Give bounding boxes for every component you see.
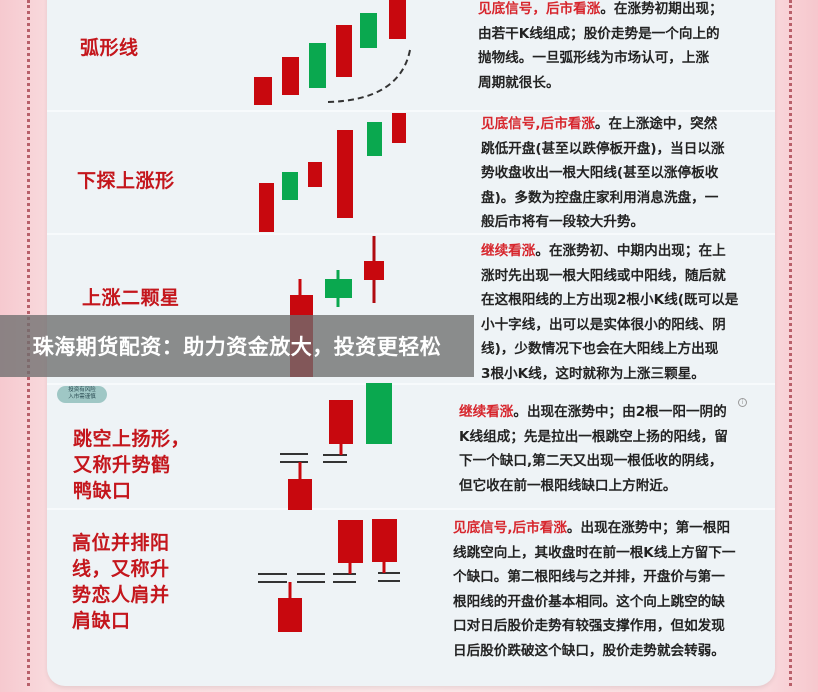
title-line: 高位并排阳 — [72, 532, 170, 554]
pattern-row-arc — [47, 0, 775, 112]
desc-text: 。出现在涨势中；由2根一阳一阴的 — [513, 404, 727, 420]
desc-line: 日后股价跌破这个缺口，股价走势就会转弱。 — [453, 642, 725, 659]
desc-line: 个缺口。第二根阳线与之并排，开盘价与第一 — [453, 569, 725, 585]
desc-line: 继续看涨。出现在涨势中；由2根一阳一阴的 — [459, 400, 728, 425]
info-icon: i — [738, 398, 747, 407]
pattern-title: 上涨二颗星 — [82, 285, 180, 311]
green-candle — [325, 279, 352, 298]
arc-dashed-curve — [327, 49, 411, 103]
desc-line: K线组成；先是拉出一根跳空上扬的阳线，留 — [459, 428, 728, 445]
title-line: 弧形线 — [80, 37, 139, 59]
desc-line: 由若干K线组成；股价走势是一个向上的 — [478, 25, 720, 42]
title-line: 肩缺口 — [72, 610, 131, 632]
desc-line: 小十字线，出可以是实体很小的阳线、阴 — [481, 316, 726, 333]
desc-line: 势收盘收出一根大阳线(甚至以涨停板收 — [481, 165, 719, 181]
green-candle — [309, 43, 326, 88]
desc-line: 涨时先出现一根大阳线或中阳线，随后就 — [481, 267, 726, 284]
arc-pattern-candles — [254, 0, 406, 105]
red-candle — [254, 77, 272, 105]
desc-line: 见底信号，后市看涨。在涨势初期出现； — [478, 0, 723, 22]
desc-line: 根阳线的开盘价基本相同。这个向上跳空的缺 — [453, 593, 725, 610]
desc-line: 周期就很长。 — [478, 74, 560, 91]
pattern-description: 见底信号，后市看涨。在涨势初期出现； 由若干K线组成；股价走势是一个向上的 抛物… — [478, 0, 723, 95]
gap-up-candles — [280, 383, 392, 510]
title-line: 又称升势鹤 — [73, 454, 171, 476]
title-line: 上涨二颗星 — [82, 287, 180, 309]
pattern-description: 见底信号,后市看涨。出现在涨势中；第一根阳 线跳空向上，其收盘时在前一根K线上方… — [453, 516, 735, 663]
red-candle — [392, 113, 406, 143]
desc-line: 但它收在前一根阳线缺口上方附近。 — [459, 477, 677, 494]
risk-warning-badge: 投资有风险 入市需谨慎 — [57, 386, 107, 403]
red-candle — [364, 261, 384, 280]
signal-highlight: 继续看涨 — [481, 243, 536, 259]
pattern-title: 跳空上扬形， 又称升势鹤 鸭缺口 — [73, 426, 190, 504]
pattern-row-two-stars — [47, 235, 775, 385]
right-dotted-border — [789, 0, 792, 686]
desc-line: 见底信号,后市看涨。在上涨途中，突然 — [481, 112, 725, 137]
title-line: 跳空上扬形， — [73, 428, 191, 450]
green-candle — [366, 383, 392, 444]
pattern-title: 下探上涨形 — [77, 168, 175, 194]
green-candle — [360, 13, 377, 48]
desc-line: 般后市将有一段较大升势。 — [481, 214, 645, 230]
pattern-description: 继续看涨。出现在涨势中；由2根一阳一阴的 K线组成；先是拉出一根跳空上扬的阳线，… — [459, 400, 728, 498]
red-candle — [389, 0, 406, 39]
side-by-side-candles — [258, 519, 400, 632]
signal-highlight: 继续看涨 — [459, 404, 514, 420]
desc-line: 跳低开盘(甚至以跌停板开盘)，当日以涨 — [481, 140, 725, 157]
pattern-row-gap-up — [47, 385, 775, 510]
red-candle — [329, 400, 353, 444]
desc-line: 线)，少数情况下也会在大阳线上方出现 — [481, 341, 719, 357]
red-candle — [288, 479, 312, 510]
badge-line: 投资有风险 — [68, 387, 96, 393]
pattern-title: 弧形线 — [80, 35, 139, 61]
desc-line: 3根小K线，这时就称为上涨三颗星。 — [481, 365, 705, 382]
green-candle — [367, 122, 382, 156]
title-line: 线，又称升 — [72, 558, 170, 580]
signal-highlight: 见底信号,后市看涨 — [453, 520, 567, 536]
red-candle — [308, 162, 322, 187]
red-candle — [259, 183, 274, 232]
desc-line: 下一个缺口,第二天又出现一根低收的阴线， — [459, 453, 723, 469]
desc-line: 口对日后股价走势有较强支撑作用，但如发现 — [453, 618, 725, 634]
red-candle — [336, 25, 352, 77]
watermark-banner: 珠海期货配资：助力资金放大，投资更轻松 — [0, 315, 474, 377]
pattern-description: 见底信号,后市看涨。在上涨途中，突然 跳低开盘(甚至以跌停板开盘)，当日以涨 势… — [481, 112, 725, 235]
pattern-row-dip-rise — [47, 112, 775, 235]
title-line: 下探上涨形 — [77, 170, 175, 192]
badge-line: 入市需谨慎 — [68, 394, 96, 400]
desc-line: 继续看涨。在涨势初、中期内出现；在上 — [481, 239, 738, 264]
pattern-description: 继续看涨。在涨势初、中期内出现；在上 涨时先出现一根大阳线或中阳线，随后就 在这… — [481, 239, 738, 386]
signal-highlight: 见底信号,后市看涨 — [481, 116, 595, 132]
red-candle — [337, 130, 353, 218]
red-candle — [338, 520, 363, 563]
green-candle — [282, 172, 298, 200]
red-candle — [372, 519, 397, 562]
pattern-title: 高位并排阳 线，又称升 势恋人肩并 肩缺口 — [72, 530, 170, 634]
title-line: 鸭缺口 — [73, 480, 132, 502]
desc-text: 。出现在涨势中；第一根阳 — [566, 520, 731, 536]
desc-line: 在这根阳线的上方出现2根小K线(既可以是 — [481, 292, 739, 308]
desc-text: 。在涨势初期出现； — [600, 1, 723, 17]
red-candle — [278, 598, 302, 632]
red-candle — [282, 57, 299, 95]
desc-text: 。在涨势初、中期内出现；在上 — [535, 243, 726, 259]
desc-line: 线跳空向上，其收盘时在前一根K线上方留下一 — [453, 544, 736, 561]
desc-text: 。在上涨途中，突然 — [594, 116, 718, 132]
desc-line: 盘)。多数为控盘庄家利用消息洗盘，一 — [481, 189, 719, 206]
desc-line: 抛物线。一旦弧形线为市场认可，上涨 — [478, 50, 710, 66]
signal-highlight: 见底信号，后市看涨 — [478, 1, 601, 17]
title-line: 势恋人肩并 — [72, 584, 170, 606]
dip-rise-candles — [259, 113, 406, 232]
desc-line: 见底信号,后市看涨。出现在涨势中；第一根阳 — [453, 516, 735, 541]
